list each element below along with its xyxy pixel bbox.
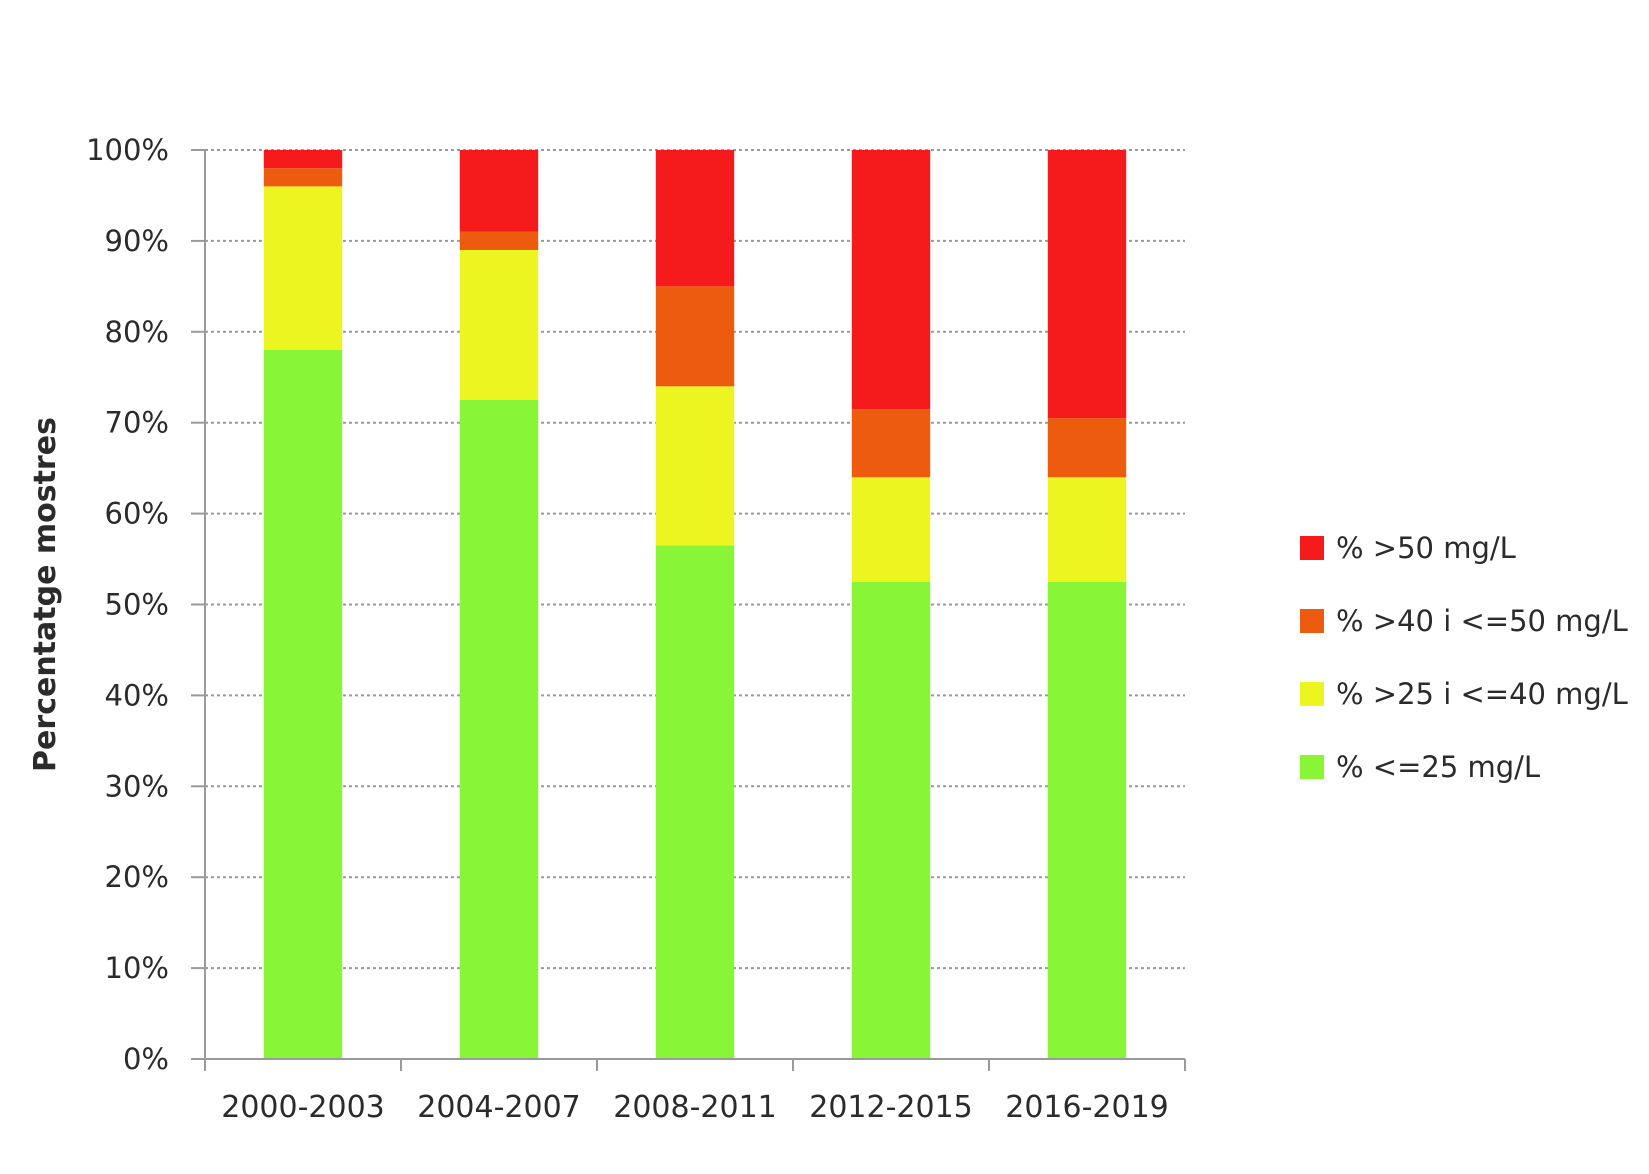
y-tick-label: 100% [86, 133, 169, 167]
gridlines [205, 149, 1185, 970]
bar-segment [655, 286, 735, 387]
axes: 0% 10% 20% 30% 40% 50% 60% 70% 80% 90% 100% 2000-20… [28, 133, 1186, 1125]
bar-segment [851, 581, 931, 1059]
x-category-label: 2008-2011 [613, 1090, 777, 1125]
y-tick-label: 40% [105, 678, 169, 712]
bar-segment [263, 186, 343, 350]
bar-segment [851, 409, 931, 478]
bar-segment [459, 399, 539, 1060]
bar-segment [851, 477, 931, 582]
legend-swatch [1300, 609, 1324, 633]
bar-segment [459, 231, 539, 250]
bar-segment [655, 545, 735, 1059]
legend-label: % >40 i <=50 mg/L [1336, 604, 1628, 638]
y-tick-label: 20% [105, 860, 169, 894]
x-category-label: 2004-2007 [417, 1090, 581, 1125]
bars [263, 150, 1127, 1060]
bar-segment [851, 150, 931, 410]
legend-label: % <=25 mg/L [1336, 750, 1540, 784]
y-tick-label: 10% [105, 951, 169, 985]
x-category-label: 2000-2003 [221, 1090, 385, 1125]
bar-segment [1047, 581, 1127, 1059]
x-category-label: 2016-2019 [1005, 1090, 1169, 1125]
y-tick-label: 70% [105, 406, 169, 440]
y-tick-label: 90% [105, 224, 169, 258]
x-category-label: 2012-2015 [809, 1090, 973, 1125]
bar-segment [1047, 418, 1127, 478]
y-tick-label: 30% [105, 769, 169, 803]
y-axis-title: Percentatge mostres [28, 417, 63, 772]
bar-segment [655, 150, 735, 287]
y-tick-label: 0% [123, 1042, 169, 1076]
legend-swatch [1300, 755, 1324, 779]
bar-segment [263, 150, 343, 169]
y-tick-label: 60% [105, 497, 169, 531]
bar-segment [459, 249, 539, 400]
bar-segment [263, 349, 343, 1060]
bar-segment [1047, 150, 1127, 419]
legend-label: % >25 i <=40 mg/L [1336, 677, 1628, 711]
bar-segment [655, 386, 735, 546]
y-tick-label: 50% [105, 588, 169, 622]
y-tick-label: 80% [105, 315, 169, 349]
bar-segment [459, 150, 539, 232]
legend-label: % >50 mg/L [1336, 531, 1516, 565]
legend-swatch [1300, 682, 1324, 706]
legend-swatch [1300, 536, 1324, 560]
bar-segment [1047, 477, 1127, 582]
bar-segment [263, 168, 343, 187]
legend: % >50 mg/L % >40 i <=50 mg/L % >25 i <=40 … [1300, 531, 1628, 784]
